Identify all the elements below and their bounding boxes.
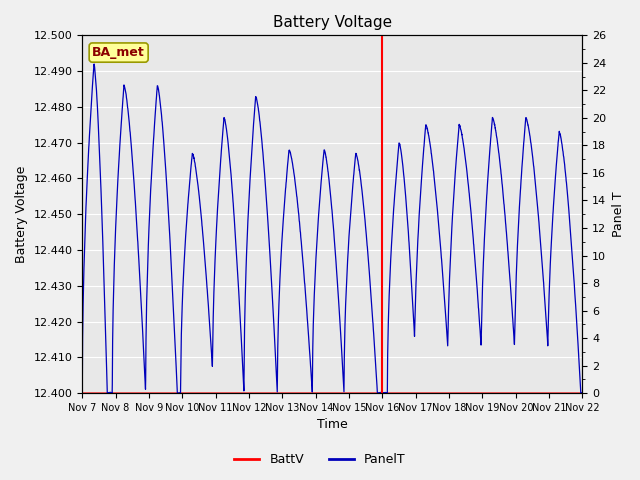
Text: BA_met: BA_met <box>92 46 145 59</box>
Y-axis label: Panel T: Panel T <box>612 192 625 237</box>
Y-axis label: Battery Voltage: Battery Voltage <box>15 166 28 263</box>
X-axis label: Time: Time <box>317 419 348 432</box>
Title: Battery Voltage: Battery Voltage <box>273 15 392 30</box>
Legend: BattV, PanelT: BattV, PanelT <box>229 448 411 471</box>
